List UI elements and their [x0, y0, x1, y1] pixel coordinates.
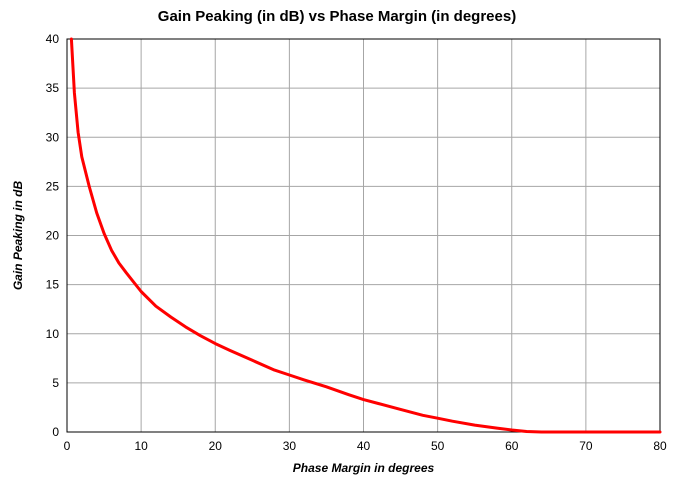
- y-tick-label: 35: [46, 81, 60, 95]
- x-tick-label: 50: [431, 439, 445, 453]
- x-tick-label: 30: [283, 439, 297, 453]
- tick-labels: 0 10 20 30 40 50 60 70 80 0 5 10 15 20 25 30 35 40: [46, 32, 667, 453]
- series-line: [69, 37, 662, 434]
- x-tick-label: 80: [653, 439, 667, 453]
- series-layer: [69, 37, 662, 434]
- x-tick-label: 10: [134, 439, 148, 453]
- y-tick-label: 30: [46, 130, 60, 144]
- y-axis-label: Gain Peaking in dB: [11, 180, 25, 290]
- x-tick-label: 70: [579, 439, 593, 453]
- y-tick-label: 10: [46, 327, 60, 341]
- grid-layer: [66, 38, 661, 433]
- x-axis-label: Phase Margin in degrees: [293, 461, 435, 475]
- y-tick-label: 5: [52, 376, 59, 390]
- x-tick-label: 40: [357, 439, 371, 453]
- y-tick-label: 40: [46, 32, 60, 46]
- x-tick-label: 0: [64, 439, 71, 453]
- chart-title: Gain Peaking (in dB) vs Phase Margin (in…: [158, 8, 516, 25]
- x-tick-label: 20: [209, 439, 223, 453]
- y-tick-label: 15: [46, 278, 60, 292]
- y-tick-label: 0: [52, 425, 59, 439]
- plot-frame: [66, 38, 661, 433]
- y-tick-label: 25: [46, 179, 60, 193]
- x-tick-label: 60: [505, 439, 519, 453]
- y-tick-label: 20: [46, 229, 60, 243]
